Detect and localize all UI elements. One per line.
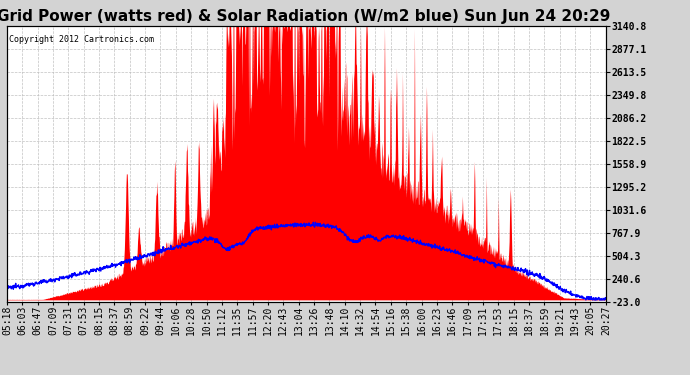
Text: Grid Power (watts red) & Solar Radiation (W/m2 blue) Sun Jun 24 20:29: Grid Power (watts red) & Solar Radiation… (0, 9, 610, 24)
Text: Copyright 2012 Cartronics.com: Copyright 2012 Cartronics.com (9, 34, 154, 44)
